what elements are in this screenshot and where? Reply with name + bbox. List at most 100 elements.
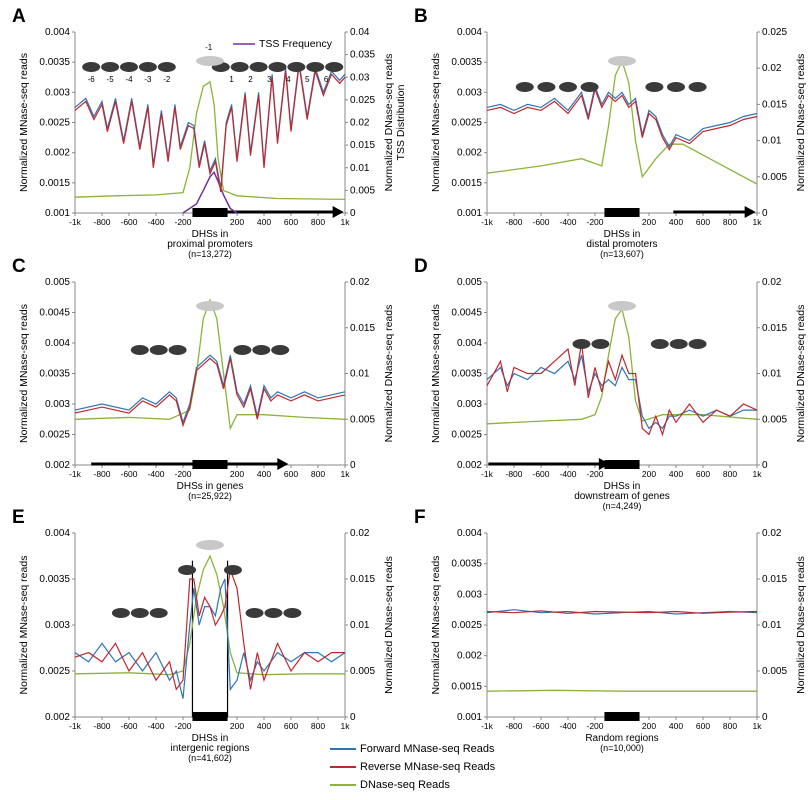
nucleosome-icon — [650, 339, 669, 349]
reverse-series — [74, 65, 346, 193]
y-tick-label: 0.002 — [45, 148, 70, 159]
y-axis-label: Normalized MNase-seq reads — [430, 304, 442, 443]
x-tick-label: -600 — [120, 217, 137, 227]
x-tick-label: 1k — [753, 721, 763, 731]
nucleosome-icon — [645, 82, 664, 92]
nucleosome-icon — [249, 62, 268, 72]
y-tick-label: 0.004 — [457, 27, 482, 38]
y-tick-label: 0.001 — [45, 208, 70, 219]
x-tick-label: 600 — [284, 217, 298, 227]
y2-tick-label: 0.01 — [350, 369, 370, 380]
x-tick-label: -400 — [559, 469, 576, 479]
x-tick-label: -1k — [69, 217, 82, 227]
y-tick-label: 0.0025 — [451, 620, 482, 631]
y-axis-label: Normalized MNase-seq reads — [430, 53, 442, 192]
nucleosome-icon — [130, 345, 149, 355]
y2-tick-label: 0 — [762, 712, 768, 723]
x-tick-label: -1k — [481, 721, 494, 731]
tss-legend-label: TSS Frequency — [259, 38, 333, 50]
y-axis-label: Normalized MNase-seq reads — [18, 304, 30, 443]
x-tick-label: 800 — [723, 217, 737, 227]
x-tick-label: -200 — [174, 721, 191, 731]
legend-forward-swatch — [330, 748, 356, 750]
y2-tick-label: 0.035 — [350, 50, 375, 61]
nucleosome-icon — [271, 345, 290, 355]
reverse-series — [74, 569, 345, 691]
x-tick-label: 600 — [696, 721, 710, 731]
region-label: DHSs in — [604, 229, 641, 240]
nucleosome-icon — [669, 339, 688, 349]
y2-axis-label: Normalized DNase-seq reads — [383, 556, 395, 694]
panel-letter: A — [12, 6, 26, 27]
reverse-series — [486, 87, 758, 151]
y2-tick-label: 0.015 — [350, 574, 375, 585]
x-tick-label: 200 — [642, 469, 656, 479]
y-tick-label: 0.002 — [457, 651, 482, 662]
y-tick-label: 0.005 — [45, 277, 70, 288]
y-tick-label: 0.002 — [457, 148, 482, 159]
gene-arrow-head — [744, 206, 756, 218]
y2-tick-label: 0 — [762, 208, 768, 219]
panel-E: E 0.002 0.0025 0.003 0.0035 0.004 0 0.005 0.01 0.… — [12, 507, 395, 763]
nucleosome-icon — [157, 62, 176, 72]
y-tick-label: 0.003 — [45, 87, 70, 98]
panel-F: F 0.001 0.0015 0.002 0.0025 0.003 0.0035 0.004 0… — [414, 507, 807, 753]
y-tick-label: 0.004 — [45, 528, 70, 539]
gene-arrow-head — [332, 206, 344, 218]
legend-reverse-label: Reverse MNase-seq Reads — [360, 761, 496, 773]
x-tick-label: 800 — [311, 721, 325, 731]
y2-tick-label: 0.01 — [762, 369, 782, 380]
gene-arrow-head — [598, 458, 610, 470]
x-tick-label: 800 — [723, 469, 737, 479]
nucleosome-icon — [149, 345, 168, 355]
y-tick-label: 0.0035 — [39, 369, 70, 380]
y-tick-label: 0.004 — [457, 528, 482, 539]
y2-tick-label: 0.02 — [762, 277, 782, 288]
x-tick-label: -1k — [69, 721, 82, 731]
legend-dnase-label: DNase-seq Reads — [360, 779, 450, 791]
x-tick-label: -600 — [532, 469, 549, 479]
y-tick-label: 0.003 — [45, 399, 70, 410]
panel-letter: C — [12, 256, 26, 277]
y2-tick-label: 0.04 — [350, 27, 370, 38]
y2-axis-label: Normalized DNase-seq reads — [795, 305, 807, 443]
nucleosome-icon — [688, 82, 707, 92]
y-axis-label: Normalized MNase-seq reads — [18, 556, 30, 695]
region-label: (n=10,000) — [600, 743, 644, 753]
x-tick-label: 600 — [284, 469, 298, 479]
nucleosome-label: -1 — [205, 43, 213, 52]
x-tick-label: -600 — [120, 469, 137, 479]
y-tick-label: 0.0035 — [451, 57, 482, 68]
y-tick-label: 0.002 — [45, 460, 70, 471]
y2-tick-label: 0.015 — [350, 140, 375, 151]
panel-A: A 0.001 0.0015 0.002 0.0025 0.003 0.0035 0.004 0… — [12, 6, 407, 259]
x-tick-label: 1k — [341, 469, 351, 479]
x-tick-label: -800 — [93, 217, 110, 227]
y2-axis-label: Normalized DNase-seq reads — [383, 305, 395, 443]
y2-tick-label: 0.005 — [350, 666, 375, 677]
panel-D: D 0.002 0.0025 0.003 0.0035 0.004 0.0045 0.005 0… — [414, 256, 807, 511]
y-tick-label: 0.0025 — [451, 118, 482, 129]
x-tick-label: 600 — [696, 217, 710, 227]
y-tick-label: 0.003 — [457, 589, 482, 600]
x-tick-label: -800 — [93, 721, 110, 731]
y-tick-label: 0.0035 — [451, 559, 482, 570]
nucleosome-icon — [230, 62, 249, 72]
x-tick-label: 1k — [341, 721, 351, 731]
x-tick-label: 400 — [669, 469, 683, 479]
nucleosome-icon — [252, 345, 271, 355]
dhs-region-bar — [604, 712, 640, 721]
tss-series — [182, 170, 238, 214]
dhs-region-bar — [604, 460, 640, 469]
x-tick-label: 400 — [257, 721, 271, 731]
nucleosome-label: 3 — [267, 75, 272, 84]
y2-tick-label: 0.025 — [762, 27, 787, 38]
y-tick-label: 0.001 — [457, 208, 482, 219]
y-tick-label: 0.0015 — [451, 681, 482, 692]
x-tick-label: -400 — [147, 469, 164, 479]
y-tick-label: 0.003 — [457, 399, 482, 410]
x-tick-label: -400 — [559, 721, 576, 731]
panel-letter: B — [414, 6, 428, 27]
forward-series — [74, 354, 346, 425]
y-tick-label: 0.0035 — [39, 574, 70, 585]
